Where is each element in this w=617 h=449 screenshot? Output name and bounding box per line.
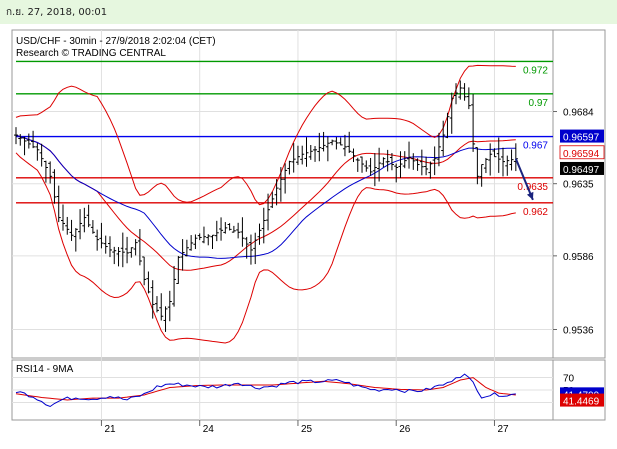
middle-band-line (15, 134, 516, 271)
price-axis-label: 0.9635 (563, 180, 594, 191)
price-axis-label: 0.9536 (563, 325, 594, 336)
lower-band-line (15, 152, 516, 344)
time-axis-label: 27 (497, 424, 509, 435)
rsi-title: RSI14 - 9MA (16, 364, 74, 375)
main-panel-frame (11, 29, 606, 359)
forecast-arrow-head (526, 191, 534, 200)
price-tag-label: 0.96497 (563, 165, 600, 176)
price-tag-box (559, 145, 605, 160)
chart-title: USD/CHF - 30min - 27/9/2018 2:02:04 (CET… (16, 36, 216, 47)
price-tag-box (560, 129, 604, 143)
time-axis-label: 26 (399, 424, 411, 435)
rsi-axis-label: 70 (563, 374, 575, 385)
time-axis-label: 25 (301, 424, 313, 435)
horizontal-levels: 0.972 0.97 0.967 0.9635 0.962 (16, 60, 553, 218)
level-label: 0.962 (523, 207, 548, 218)
rsi-indicator: 70503041.470941.4469 (15, 373, 604, 409)
chart-subtitle: Research © TRADING CENTRAL (16, 48, 166, 59)
price-bars (14, 80, 518, 332)
level-label: 0.972 (523, 65, 548, 76)
timestamp-bar: ก.ย. 27, 2018, 00:01 (0, 0, 617, 24)
bollinger-bands (15, 64, 516, 344)
upper-band-line (15, 64, 516, 206)
rsi-ma-line (15, 377, 516, 401)
level-label: 0.97 (529, 98, 549, 109)
moving-average-line (15, 134, 516, 259)
time-axis-label: 21 (104, 424, 116, 435)
rsi-grid (12, 377, 553, 403)
time-axis-label: 24 (203, 424, 215, 435)
forecast-arrow (514, 158, 534, 201)
rsi-tag-box (560, 393, 604, 407)
level-label: 0.9635 (517, 182, 548, 193)
price-tag-box (560, 161, 604, 175)
price-axis-label: 0.9586 (563, 252, 594, 263)
timestamp-label: ก.ย. 27, 2018, 00:01 (6, 7, 108, 18)
level-label: 0.967 (523, 141, 548, 152)
forecast-arrow-shaft (514, 158, 534, 201)
price-axis: 0.9684 0.9635 0.9586 0.9536 0.96597 0.96594 0.… (553, 108, 605, 336)
rsi-line (15, 373, 516, 408)
price-axis-label: 0.9684 (563, 108, 594, 119)
rsi-tag-label: 41.4469 (563, 397, 600, 408)
time-axis: 21 24 25 26 27 (100, 420, 509, 435)
main-grid (12, 30, 553, 420)
price-tag-label: 0.96594 (563, 149, 600, 160)
price-tag-label: 0.96597 (563, 133, 600, 144)
